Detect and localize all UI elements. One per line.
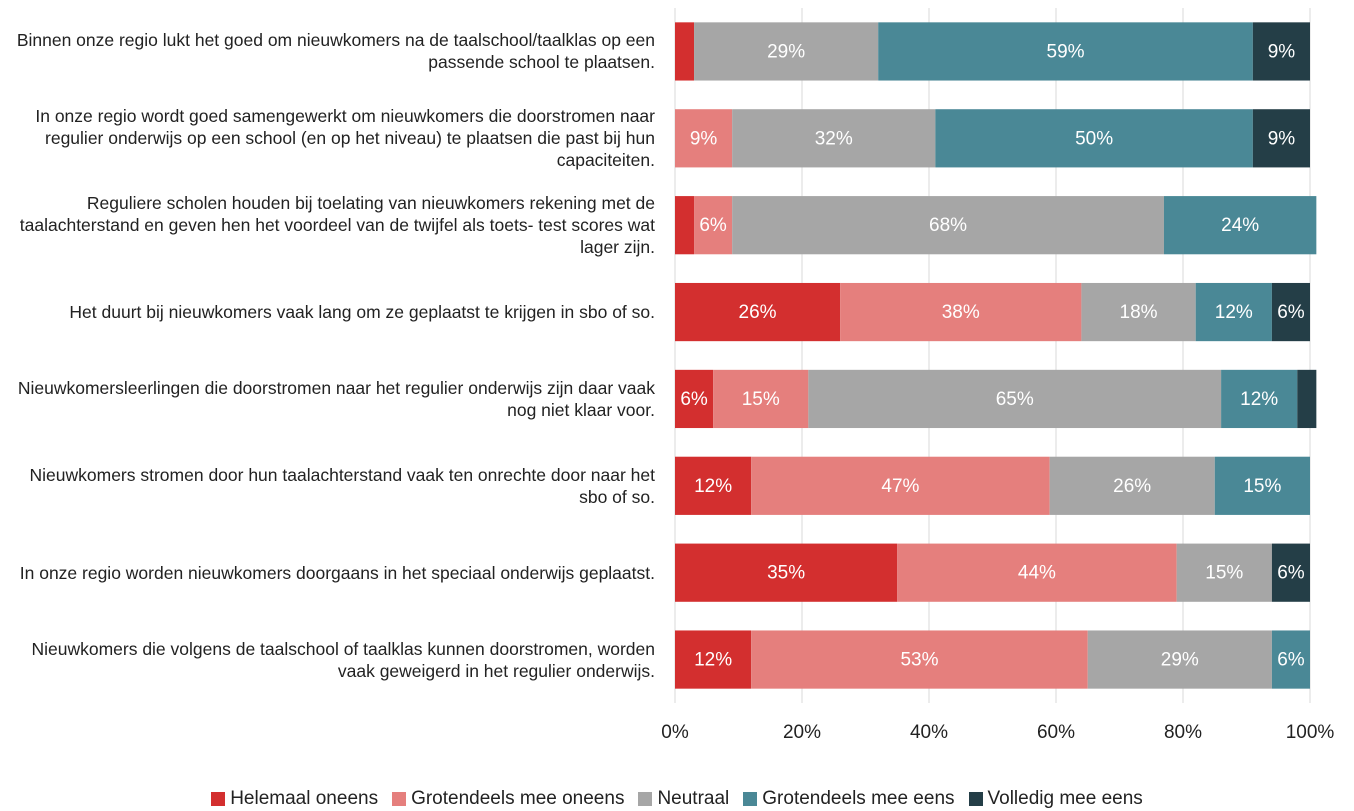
- data-label: 68%: [929, 215, 967, 236]
- x-tick-label: 20%: [783, 722, 821, 743]
- bar-segment: [935, 109, 1253, 168]
- data-label: 53%: [900, 650, 938, 671]
- category-label: Reguliere scholen houden bij toelating v…: [19, 193, 655, 258]
- category-label: In onze regio wordt goed samengewerkt om…: [35, 106, 655, 171]
- bar-segment: [1271, 630, 1310, 689]
- x-tick-label: 80%: [1164, 722, 1202, 743]
- data-label: 9%: [690, 128, 718, 149]
- data-label: 6%: [1277, 302, 1305, 323]
- data-label: 29%: [1161, 650, 1199, 671]
- bar-segment: [1271, 282, 1310, 342]
- category-label: Nieuwkomersleerlingen die doorstromen na…: [17, 377, 655, 420]
- data-label: 29%: [767, 41, 805, 62]
- data-label: 12%: [1215, 302, 1253, 323]
- bar-segment: [713, 369, 809, 429]
- data-label: 24%: [1221, 215, 1259, 236]
- bar-segment: [1252, 109, 1310, 168]
- data-label: 65%: [996, 389, 1034, 410]
- data-label: 15%: [1205, 563, 1243, 584]
- bar-segment: [732, 196, 1164, 255]
- x-tick-label: 0%: [661, 722, 689, 743]
- data-label: 59%: [1047, 41, 1085, 62]
- data-label: 38%: [942, 302, 980, 323]
- bar-segment: [751, 630, 1088, 689]
- legend-item: Helemaal oneens: [211, 788, 378, 810]
- legend-item: Grotendeels mee oneens: [392, 788, 624, 810]
- legend-swatch: [392, 792, 407, 806]
- bar-segment: [1221, 369, 1298, 429]
- data-label: 6%: [680, 389, 708, 410]
- data-label: 6%: [1277, 650, 1305, 671]
- bar-segment: [751, 456, 1050, 515]
- data-label: 44%: [1018, 563, 1056, 584]
- bar-segment: [675, 630, 752, 689]
- data-label: 50%: [1075, 128, 1113, 149]
- legend: Helemaal oneens Grotendeels mee oneens Neu…: [0, 788, 1354, 810]
- data-label: 9%: [1268, 41, 1296, 62]
- bar-segment: [1087, 630, 1272, 689]
- bar-segment: [1195, 282, 1272, 342]
- data-label: 18%: [1120, 302, 1158, 323]
- data-label: 35%: [767, 563, 805, 584]
- bar-segment: [1049, 456, 1215, 515]
- bar-segment: [675, 282, 841, 342]
- bar-segment: [1081, 282, 1196, 342]
- bar-segment: [1297, 369, 1317, 429]
- bar-segment: [675, 196, 695, 255]
- data-label: 6%: [699, 215, 727, 236]
- bar-segment: [732, 109, 936, 168]
- category-label: Nieuwkomers die volgens de taalschool of…: [31, 638, 655, 681]
- category-label: Binnen onze regio lukt het goed om nieuw…: [16, 30, 655, 73]
- bar-segment: [878, 22, 1253, 81]
- category-label: Het duurt bij nieuwkomers vaak lang om z…: [69, 302, 655, 323]
- data-label: 12%: [694, 650, 732, 671]
- bar-segment: [675, 22, 695, 81]
- legend-swatch: [211, 792, 226, 806]
- x-tick-label: 100%: [1286, 722, 1335, 743]
- bar-segment: [694, 22, 879, 81]
- data-label: 32%: [815, 128, 853, 149]
- data-label: 9%: [1268, 128, 1296, 149]
- bar-segment: [675, 543, 898, 602]
- data-label: 6%: [1277, 563, 1305, 584]
- data-label: 15%: [1243, 476, 1281, 497]
- data-label: 26%: [739, 302, 777, 323]
- legend-label: Grotendeels mee oneens: [411, 788, 625, 809]
- legend-item: Grotendeels mee eens: [743, 788, 955, 810]
- bar-segment: [675, 109, 733, 168]
- data-label: 12%: [694, 476, 732, 497]
- bar-segment: [897, 543, 1177, 602]
- x-tick-label: 40%: [910, 722, 948, 743]
- category-label: Nieuwkomers stromen door hun taalachters…: [29, 464, 656, 507]
- legend-label: Volledig mee eens: [987, 788, 1143, 809]
- bar-segment: [675, 369, 714, 429]
- bar-segment: [1214, 456, 1310, 515]
- category-label: In onze regio worden nieuwkomers doorgaa…: [19, 562, 655, 583]
- legend-label: Neutraal: [657, 788, 730, 809]
- legend-label: Helemaal oneens: [230, 788, 379, 809]
- legend-swatch: [743, 792, 758, 806]
- bar-segment: [675, 456, 752, 515]
- bar-segment: [694, 196, 733, 255]
- legend-swatch: [968, 792, 983, 806]
- x-tick-label: 60%: [1037, 722, 1075, 743]
- bar-segment: [840, 282, 1082, 342]
- legend-label: Grotendeels mee eens: [762, 788, 955, 809]
- legend-item: Volledig mee eens: [968, 788, 1143, 810]
- legend-swatch: [638, 792, 653, 806]
- bar-segment: [1271, 543, 1310, 602]
- bar-segment: [808, 369, 1222, 429]
- data-label: 26%: [1113, 476, 1151, 497]
- legend-item: Neutraal: [638, 788, 729, 810]
- data-label: 15%: [742, 389, 780, 410]
- bar-segment: [1176, 543, 1272, 602]
- bar-segment: [1252, 22, 1310, 81]
- data-label: 47%: [881, 476, 919, 497]
- bar-segment: [1163, 196, 1317, 255]
- data-label: 12%: [1240, 389, 1278, 410]
